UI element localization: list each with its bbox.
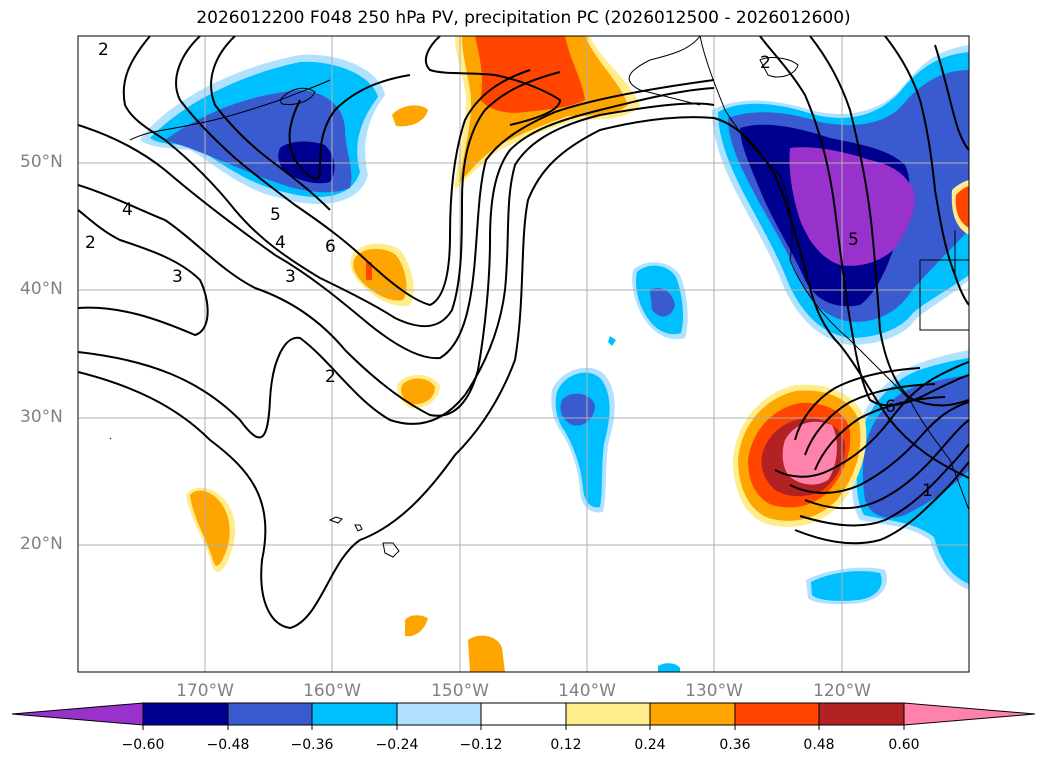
lon-label: 160°W <box>303 681 361 701</box>
lat-label: 20°N <box>20 534 63 554</box>
colorbar-tick-label: 0.60 <box>888 737 920 753</box>
contour-label: 3 <box>172 267 183 287</box>
colorbar-tick-label: 0.48 <box>803 737 835 753</box>
contour-label: 5 <box>270 205 281 225</box>
pv-contour-2-outer <box>78 116 969 630</box>
north-america-coastline <box>699 36 969 511</box>
colorbar-tick-label: −0.12 <box>459 737 503 753</box>
pv-contour-1 <box>794 461 969 545</box>
pv-contour-5 <box>122 36 561 328</box>
colorbar-swatch <box>565 702 651 726</box>
lon-label: 140°W <box>558 681 616 701</box>
colorbar-tick-label: 0.12 <box>550 737 582 753</box>
colorbar-swatch-over <box>903 702 1036 726</box>
plot-frame <box>77 35 970 673</box>
contour-label: 2 <box>325 367 336 387</box>
colorbar-tick-label: −0.36 <box>290 737 334 753</box>
colorbar-swatch <box>480 702 567 726</box>
lat-label: 30°N <box>20 407 63 427</box>
colorbar-swatch <box>649 702 736 726</box>
political-borders <box>919 230 969 331</box>
contour-label: 5 <box>848 230 859 250</box>
gridlines <box>78 36 969 672</box>
contour-label: 6 <box>325 237 336 257</box>
lon-label: 130°W <box>685 681 743 701</box>
colorbar-swatch <box>142 702 229 726</box>
pv-contour-3-west <box>78 209 209 337</box>
colorbar-swatch <box>227 702 313 726</box>
lat-label: 50°N <box>20 152 63 172</box>
lon-label: 120°W <box>813 681 871 701</box>
contour-label: 2 <box>98 40 109 60</box>
contour-label: 2 <box>85 233 96 253</box>
hawaii-islands <box>328 516 343 524</box>
contour-label: 4 <box>275 233 286 253</box>
colorbar-swatch <box>734 702 820 726</box>
lon-label: 170°W <box>176 681 234 701</box>
contour-label: 4 <box>122 200 133 220</box>
colorbar-swatch <box>818 702 905 726</box>
colorbar <box>11 702 1036 730</box>
contour-label: 2 <box>760 53 771 73</box>
colorbar-swatch-under <box>11 702 144 726</box>
map-title: 2026012200 F048 250 hPa PV, precipitatio… <box>196 8 851 28</box>
pv-contours <box>78 36 969 630</box>
coastlines <box>109 36 969 558</box>
colorbar-swatch <box>311 702 398 726</box>
colorbar-tick-label: 0.24 <box>634 737 666 753</box>
colorbar-swatch <box>396 702 482 726</box>
contour-label: 6 <box>885 397 896 417</box>
positive-anomaly-subtropical <box>733 384 867 527</box>
pv-contour-6 <box>288 74 411 180</box>
island-outline <box>759 57 799 78</box>
contour-label: 1 <box>922 481 933 501</box>
aleutian-chain <box>129 79 331 141</box>
contour-labels: 2 4 2 5 4 3 6 3 2 5 2 6 1 <box>85 40 933 501</box>
lon-label: 150°W <box>431 681 489 701</box>
colorbar-tick-label: 0.36 <box>719 737 751 753</box>
contour-label: 3 <box>285 267 296 287</box>
colorbar-tick-label: −0.24 <box>375 737 419 753</box>
negative-anomaly-west-coast <box>712 45 969 345</box>
colorbar-tick-label: −0.60 <box>121 737 165 753</box>
lat-label: 40°N <box>20 279 63 299</box>
colorbar-tick-label: −0.48 <box>206 737 250 753</box>
